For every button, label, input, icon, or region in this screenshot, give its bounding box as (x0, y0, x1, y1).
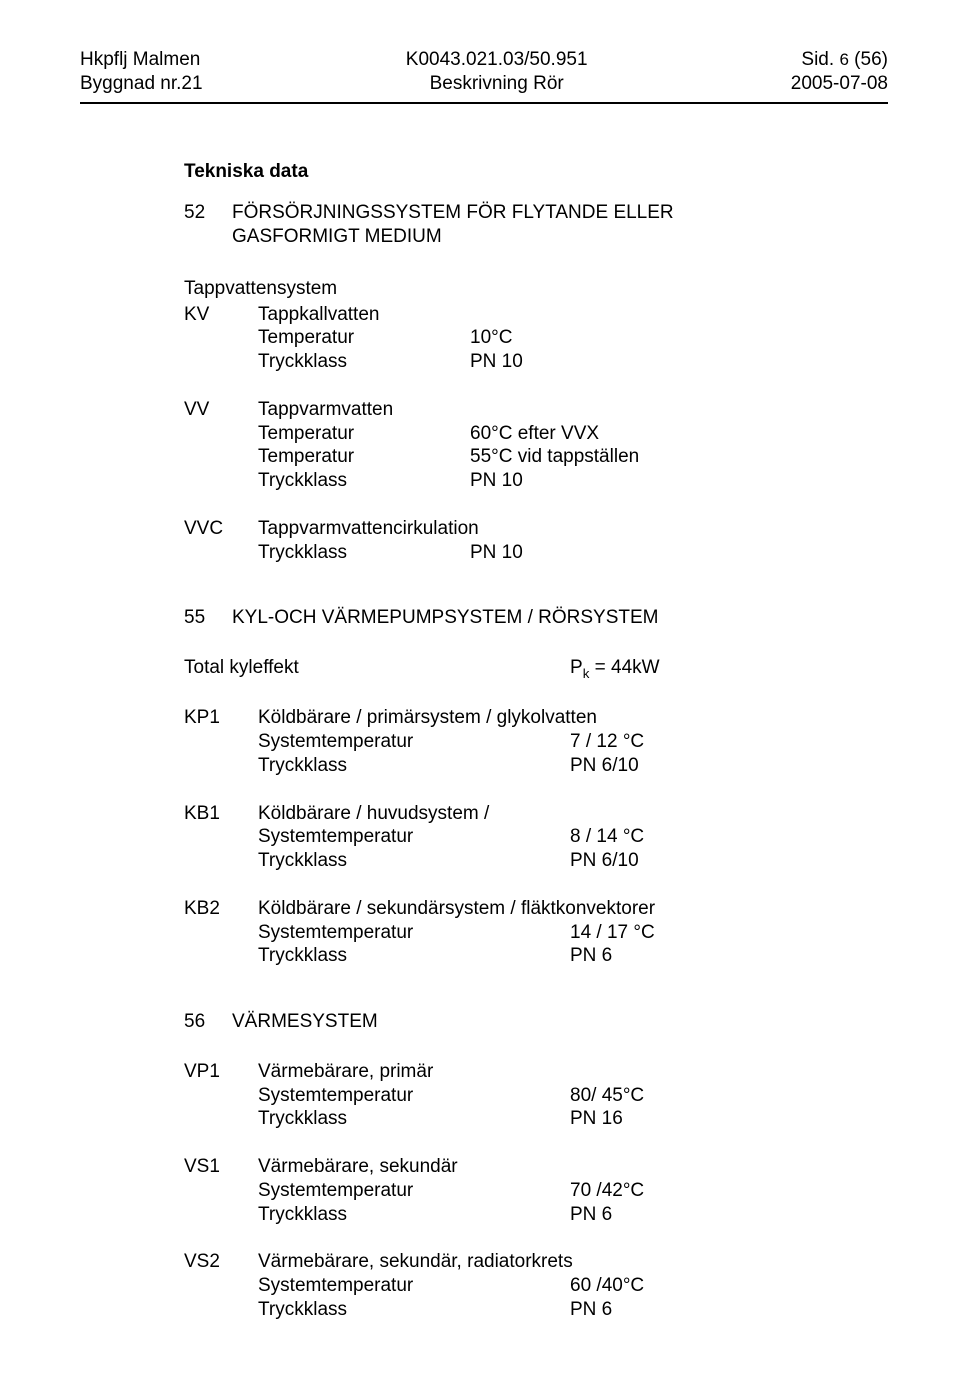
section-52-title-line2: GASFORMIGT MEDIUM (232, 225, 888, 249)
vv-press-value: PN 10 (470, 469, 888, 493)
vvc-block: VVC Tappvarmvattencirkulation Tryckklass… (184, 517, 888, 565)
kb1-name: Köldbärare / huvudsystem / (258, 802, 888, 826)
kb2-name: Köldbärare / sekundärsystem / fläktkonve… (258, 897, 888, 921)
vp1-block: VP1 Värmebärare, primär Systemtemperatur… (184, 1060, 888, 1131)
kb1-press-value: PN 6/10 (570, 849, 888, 873)
kp1-block: KP1 Köldbärare / primärsystem / glykolva… (184, 706, 888, 777)
kv-press-value: PN 10 (470, 350, 888, 374)
vv-code: VV (184, 398, 258, 493)
vv-name: Tappvarmvatten (258, 398, 888, 422)
header-right: Sid. 6 (56) 2005-07-08 (791, 48, 888, 96)
kb1-press-label: Tryckklass (258, 849, 570, 873)
vp1-systemp-label: Systemtemperatur (258, 1084, 570, 1108)
header-page: Sid. 6 (56) (791, 48, 888, 72)
total-kyleffekt-row: Total kyleffekt Pk = 44kW (184, 656, 888, 682)
vp1-systemp-value: 80/ 45°C (570, 1084, 888, 1108)
vs1-block: VS1 Värmebärare, sekundär Systemtemperat… (184, 1155, 888, 1226)
section-55-title: KYL-OCH VÄRMEPUMPSYSTEM / RÖRSYSTEM (232, 606, 888, 630)
header-page-prefix: Sid. (801, 49, 839, 70)
page-header: Hkpflj Malmen Byggnad nr.21 K0043.021.03… (80, 48, 888, 96)
header-date: 2005-07-08 (791, 72, 888, 96)
vs1-name: Värmebärare, sekundär (258, 1155, 888, 1179)
vs2-systemp-label: Systemtemperatur (258, 1274, 570, 1298)
total-kyleffekt-value: Pk = 44kW (570, 656, 888, 682)
tk-p: P (570, 657, 583, 678)
kv-temp-value: 10°C (470, 326, 888, 350)
vvc-name: Tappvarmvattencirkulation (258, 517, 888, 541)
vv-temp2-label: Temperatur (258, 445, 470, 469)
kp1-systemp-label: Systemtemperatur (258, 730, 570, 754)
tk-post: = 44kW (589, 657, 659, 678)
section-52-num: 52 (184, 201, 232, 249)
vs2-systemp-value: 60 /40°C (570, 1274, 888, 1298)
kb1-systemp-label: Systemtemperatur (258, 825, 570, 849)
kp1-press-value: PN 6/10 (570, 754, 888, 778)
tappvattensystem-label: Tappvattensystem (184, 277, 888, 301)
content: Tekniska data 52 FÖRSÖRJNINGSSYSTEM FÖR … (80, 160, 888, 1322)
vvc-code: VVC (184, 517, 258, 565)
section-52-heading: 52 FÖRSÖRJNINGSSYSTEM FÖR FLYTANDE ELLER… (184, 201, 888, 249)
vv-temp2-value: 55°C vid tappställen (470, 445, 888, 469)
section-55-num: 55 (184, 606, 232, 630)
kp1-name: Köldbärare / primärsystem / glykolvatten (258, 706, 888, 730)
kv-name: Tappkallvatten (258, 303, 888, 327)
section-55-heading: 55 KYL-OCH VÄRMEPUMPSYSTEM / RÖRSYSTEM (184, 606, 888, 630)
section-56-heading: 56 VÄRMESYSTEM (184, 1010, 888, 1034)
kb2-systemp-value: 14 / 17 °C (570, 921, 888, 945)
vvc-press-value: PN 10 (470, 541, 888, 565)
header-docnum: K0043.021.03/50.951 (406, 48, 588, 72)
section-52-title-line1: FÖRSÖRJNINGSSYSTEM FÖR FLYTANDE ELLER (232, 201, 888, 225)
header-page-total: (56) (849, 49, 888, 70)
kv-temp-label: Temperatur (258, 326, 470, 350)
header-building: Byggnad nr.21 (80, 72, 203, 96)
kb2-press-value: PN 6 (570, 944, 888, 968)
kp1-systemp-value: 7 / 12 °C (570, 730, 888, 754)
kv-press-label: Tryckklass (258, 350, 470, 374)
kb2-press-label: Tryckklass (258, 944, 570, 968)
vs1-systemp-value: 70 /42°C (570, 1179, 888, 1203)
kp1-press-label: Tryckklass (258, 754, 570, 778)
kb1-systemp-value: 8 / 14 °C (570, 825, 888, 849)
vs1-systemp-label: Systemtemperatur (258, 1179, 570, 1203)
tekniska-data-heading: Tekniska data (184, 160, 888, 184)
vvc-press-label: Tryckklass (258, 541, 470, 565)
vp1-press-value: PN 16 (570, 1107, 888, 1131)
header-middle: K0043.021.03/50.951 Beskrivning Rör (406, 48, 588, 96)
section-56-num: 56 (184, 1010, 232, 1034)
vs2-press-value: PN 6 (570, 1298, 888, 1322)
vs1-press-label: Tryckklass (258, 1203, 570, 1227)
vv-press-label: Tryckklass (258, 469, 470, 493)
header-project: Hkpflj Malmen (80, 48, 203, 72)
total-kyleffekt-label: Total kyleffekt (184, 656, 570, 682)
vp1-press-label: Tryckklass (258, 1107, 570, 1131)
kb1-block: KB1 Köldbärare / huvudsystem / Systemtem… (184, 802, 888, 873)
vv-block: VV Tappvarmvatten Temperatur60°C efter V… (184, 398, 888, 493)
vv-temp1-label: Temperatur (258, 422, 470, 446)
header-doctitle: Beskrivning Rör (406, 72, 588, 96)
kb2-systemp-label: Systemtemperatur (258, 921, 570, 945)
vv-temp1-value: 60°C efter VVX (470, 422, 888, 446)
kv-code: KV (184, 303, 258, 374)
header-page-num: 6 (839, 50, 848, 69)
section-56-title: VÄRMESYSTEM (232, 1010, 888, 1034)
page: Hkpflj Malmen Byggnad nr.21 K0043.021.03… (0, 0, 960, 1382)
section-52-title: FÖRSÖRJNINGSSYSTEM FÖR FLYTANDE ELLER GA… (232, 201, 888, 249)
vs2-press-label: Tryckklass (258, 1298, 570, 1322)
kb2-block: KB2 Köldbärare / sekundärsystem / fläktk… (184, 897, 888, 968)
vs2-block: VS2 Värmebärare, sekundär, radiatorkrets… (184, 1250, 888, 1321)
kv-block: KV Tappkallvatten Temperatur10°C Tryckkl… (184, 303, 888, 374)
vs1-press-value: PN 6 (570, 1203, 888, 1227)
header-rule (80, 102, 888, 104)
vs2-name: Värmebärare, sekundär, radiatorkrets (258, 1250, 888, 1274)
vp1-name: Värmebärare, primär (258, 1060, 888, 1084)
header-left: Hkpflj Malmen Byggnad nr.21 (80, 48, 203, 96)
